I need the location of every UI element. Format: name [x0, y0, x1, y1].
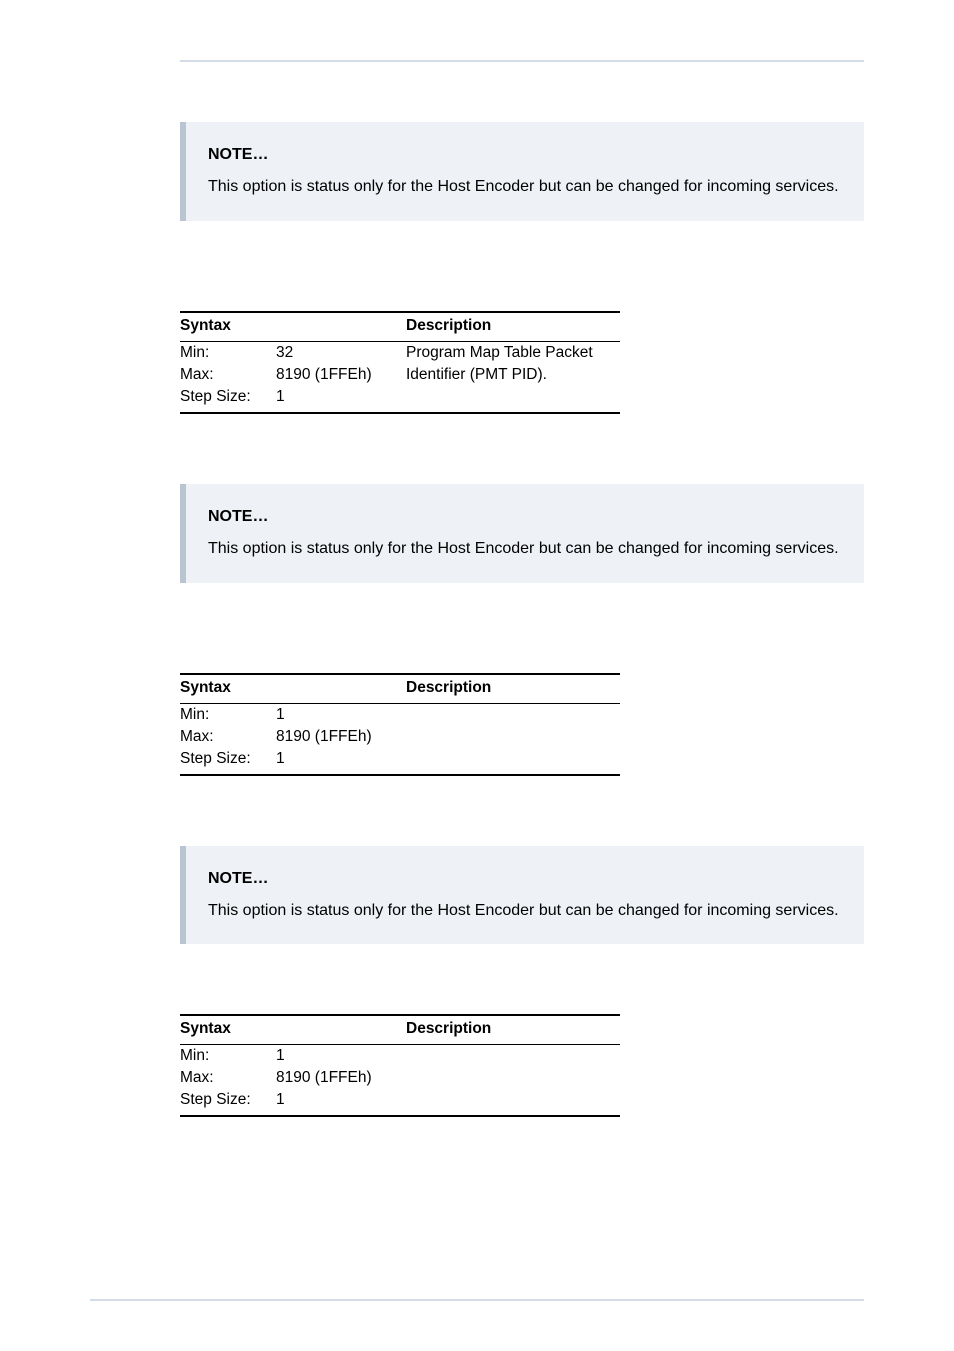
table-cell: Program Map Table Packet: [406, 341, 620, 364]
table-header: Syntax: [180, 674, 276, 703]
table-cell: 1: [276, 1045, 406, 1068]
table-header: Description: [406, 312, 620, 341]
note-block-2: NOTE… This option is status only for the…: [180, 484, 864, 583]
note-prefix: NOTE…: [208, 870, 268, 887]
note-prefix: NOTE…: [208, 146, 268, 163]
note-text: This option is status only for the Host …: [208, 178, 839, 195]
table-cell: [406, 1089, 620, 1111]
table-header: [276, 674, 406, 703]
note-text: This option is status only for the Host …: [208, 902, 839, 919]
table-cell: [406, 748, 620, 770]
table-cell: Min:: [180, 341, 276, 364]
bottom-horizontal-rule: [90, 1299, 864, 1301]
table-header: [276, 312, 406, 341]
table-header: Description: [406, 674, 620, 703]
table-cell: 1: [276, 748, 406, 770]
table-header: Description: [406, 1015, 620, 1044]
table-row: Step Size: 1: [180, 386, 620, 408]
table-row: Step Size: 1: [180, 1089, 620, 1111]
table-cell: [406, 726, 620, 748]
table-row: Min: 32 Program Map Table Packet: [180, 341, 620, 364]
top-horizontal-rule: [180, 60, 864, 62]
table-row: Min: 1: [180, 703, 620, 726]
table-cell: Max:: [180, 1067, 276, 1089]
table-row: Min: 1: [180, 1045, 620, 1068]
table-cell: 1: [276, 386, 406, 408]
table-cell: [406, 1045, 620, 1068]
note-block-1: NOTE… This option is status only for the…: [180, 122, 864, 221]
spec-table-1: Syntax Description Min: 32 Program Map T…: [180, 311, 620, 414]
table-cell: 1: [276, 703, 406, 726]
note-text: This option is status only for the Host …: [208, 540, 839, 557]
table-cell: Step Size:: [180, 1089, 276, 1111]
spec-table-2: Syntax Description Min: 1 Max: 8190 (1FF…: [180, 673, 620, 776]
spec-table-3: Syntax Description Min: 1 Max: 8190 (1FF…: [180, 1014, 620, 1117]
table-row: Max: 8190 (1FFEh) Identifier (PMT PID).: [180, 364, 620, 386]
table-cell: Step Size:: [180, 386, 276, 408]
table-cell: Min:: [180, 703, 276, 726]
table-header: Syntax: [180, 312, 276, 341]
table-cell: Step Size:: [180, 748, 276, 770]
table-row: Step Size: 1: [180, 748, 620, 770]
table-cell: Max:: [180, 364, 276, 386]
table-cell: 8190 (1FFEh): [276, 364, 406, 386]
table-cell: 8190 (1FFEh): [276, 1067, 406, 1089]
table-cell: 32: [276, 341, 406, 364]
table-cell: Max:: [180, 726, 276, 748]
note-block-3: NOTE… This option is status only for the…: [180, 846, 864, 945]
table-header: Syntax: [180, 1015, 276, 1044]
page: NOTE… This option is status only for the…: [0, 0, 954, 1351]
table-row: Max: 8190 (1FFEh): [180, 726, 620, 748]
table-cell: [406, 386, 620, 408]
table-cell: Identifier (PMT PID).: [406, 364, 620, 386]
table-cell: Min:: [180, 1045, 276, 1068]
table-cell: [406, 1067, 620, 1089]
table-row: Max: 8190 (1FFEh): [180, 1067, 620, 1089]
table-cell: 8190 (1FFEh): [276, 726, 406, 748]
table-cell: 1: [276, 1089, 406, 1111]
table-header: [276, 1015, 406, 1044]
table-cell: [406, 703, 620, 726]
note-prefix: NOTE…: [208, 508, 268, 525]
